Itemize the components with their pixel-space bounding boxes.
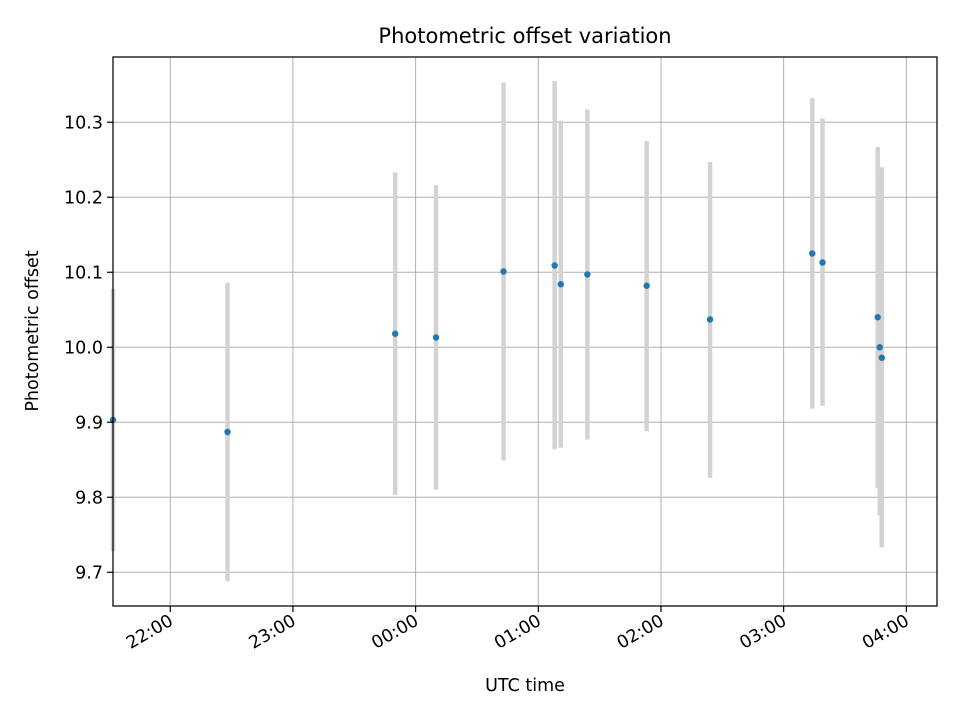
data-point bbox=[432, 334, 440, 341]
data-point bbox=[224, 428, 231, 436]
y-axis-ticks: 9.7 9.8 9.9 10.0 10.1 10.2 10.3 bbox=[64, 113, 113, 583]
y-tick-label: 10.0 bbox=[64, 338, 103, 358]
data-point bbox=[809, 250, 816, 257]
y-tick-label: 9.7 bbox=[75, 563, 103, 583]
x-tick-label: 04:00 bbox=[859, 611, 913, 654]
x-tick-label: 22:00 bbox=[123, 611, 177, 654]
data-point bbox=[551, 262, 558, 269]
y-tick-label: 10.1 bbox=[64, 263, 103, 283]
data-point bbox=[391, 330, 399, 337]
data-point bbox=[876, 344, 883, 351]
y-tick-label: 10.3 bbox=[64, 113, 103, 133]
x-tick-label: 00:00 bbox=[368, 611, 422, 654]
grid bbox=[113, 57, 937, 606]
x-tick-label: 02:00 bbox=[614, 611, 668, 654]
error-bars bbox=[110, 81, 885, 582]
y-tick-label: 9.9 bbox=[75, 413, 103, 433]
x-tick-label: 23:00 bbox=[246, 611, 300, 654]
data-point bbox=[874, 314, 881, 321]
data-point bbox=[819, 259, 826, 266]
y-tick-label: 10.2 bbox=[64, 188, 103, 208]
data-point bbox=[643, 282, 650, 289]
x-axis-ticks: 22:00 23:00 00:00 01:00 02:00 03:00 04:00 bbox=[123, 606, 913, 654]
x-tick-label: 01:00 bbox=[491, 611, 545, 654]
data-point bbox=[584, 271, 591, 278]
plot-area-frame bbox=[112, 56, 938, 607]
data-point bbox=[878, 354, 885, 361]
data-points bbox=[109, 250, 885, 436]
x-tick-label: 03:00 bbox=[736, 611, 790, 654]
data-point bbox=[706, 316, 714, 323]
x-axis-label: UTC time bbox=[485, 676, 565, 696]
chart-title: Photometric offset variation bbox=[378, 24, 671, 48]
y-tick-label: 9.8 bbox=[75, 488, 103, 508]
data-point bbox=[500, 268, 507, 275]
y-axis-label: Photometric offset bbox=[23, 250, 43, 411]
data-point bbox=[557, 281, 564, 288]
